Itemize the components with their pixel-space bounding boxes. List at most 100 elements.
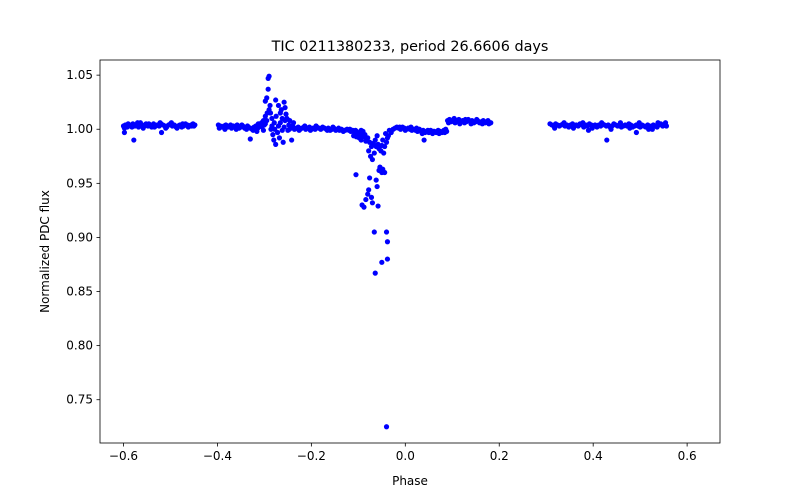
data-point xyxy=(352,127,359,133)
data-point xyxy=(369,200,376,206)
data-point xyxy=(382,130,389,137)
data-point xyxy=(419,130,425,137)
data-point xyxy=(445,120,452,126)
data-point xyxy=(265,86,271,92)
data-point xyxy=(341,127,347,133)
data-point xyxy=(282,105,288,111)
data-point xyxy=(158,129,165,136)
data-point xyxy=(121,129,128,136)
data-point xyxy=(188,123,195,129)
data-point xyxy=(262,98,268,104)
data-point xyxy=(636,120,642,126)
data-point xyxy=(254,128,260,135)
data-point xyxy=(371,150,377,156)
data-point xyxy=(222,126,228,132)
data-point xyxy=(146,121,152,127)
y-tick-label: 1.00 xyxy=(66,122,93,136)
data-point xyxy=(381,150,387,156)
data-point xyxy=(384,135,391,141)
data-point xyxy=(451,115,457,122)
data-point xyxy=(125,121,131,127)
data-point xyxy=(474,116,480,123)
data-point xyxy=(662,120,669,126)
data-point xyxy=(289,137,295,143)
data-point xyxy=(347,126,353,132)
data-point xyxy=(373,177,379,183)
data-point xyxy=(244,123,251,129)
data-point xyxy=(617,120,624,126)
data-point xyxy=(273,141,279,147)
data-point xyxy=(269,115,275,122)
data-point xyxy=(379,259,385,265)
data-point xyxy=(371,229,377,235)
y-tick-label: 0.90 xyxy=(66,230,93,244)
data-point xyxy=(382,143,388,150)
x-tick-label: −0.4 xyxy=(203,449,232,463)
data-point xyxy=(151,124,158,130)
data-point xyxy=(265,75,271,81)
data-point xyxy=(287,117,293,124)
data-point xyxy=(233,126,239,132)
data-point xyxy=(384,239,391,245)
data-points xyxy=(120,73,670,430)
data-point xyxy=(408,124,414,130)
data-point xyxy=(286,126,292,132)
data-point xyxy=(485,117,491,124)
data-point xyxy=(363,196,369,203)
data-point xyxy=(271,120,277,126)
data-point xyxy=(361,204,367,210)
y-tick-label: 0.85 xyxy=(66,285,93,299)
data-point xyxy=(633,129,639,136)
data-point xyxy=(260,127,267,133)
data-point xyxy=(383,229,390,235)
data-point xyxy=(281,99,287,105)
data-point xyxy=(273,97,279,103)
data-point xyxy=(366,148,372,154)
y-tick-label: 1.05 xyxy=(66,68,93,82)
y-axis-label: Normalized PDC flux xyxy=(38,190,52,313)
data-point xyxy=(270,132,276,138)
data-point xyxy=(275,123,282,129)
data-point xyxy=(457,121,463,127)
data-point xyxy=(375,203,381,209)
data-point xyxy=(275,102,282,109)
data-point xyxy=(239,122,245,128)
data-point xyxy=(131,137,137,143)
data-point xyxy=(599,120,605,126)
data-point xyxy=(580,120,586,126)
data-point xyxy=(280,139,286,145)
data-point xyxy=(227,122,234,128)
data-point xyxy=(608,126,614,132)
data-point xyxy=(140,125,146,131)
data-point xyxy=(372,270,378,276)
data-point xyxy=(368,194,375,200)
data-point xyxy=(134,120,141,126)
data-point xyxy=(361,134,367,140)
data-point xyxy=(283,111,289,117)
data-point xyxy=(370,140,376,146)
data-point xyxy=(278,107,284,113)
data-point xyxy=(374,133,380,139)
y-tick-label: 0.80 xyxy=(66,339,93,353)
data-point xyxy=(402,127,408,133)
data-point xyxy=(369,156,376,163)
data-point xyxy=(276,135,283,141)
y-tick-label: 0.75 xyxy=(66,393,93,407)
data-point xyxy=(313,123,319,129)
data-point xyxy=(436,130,442,137)
data-point xyxy=(462,116,469,123)
data-point xyxy=(180,121,186,127)
data-point xyxy=(273,113,279,119)
data-point xyxy=(377,164,383,170)
data-point xyxy=(281,124,287,130)
data-point xyxy=(570,125,577,131)
data-point xyxy=(168,120,174,126)
x-axis-ticks: −0.6 −0.4 −0.2 0.0 0.2 0.4 0.6 xyxy=(109,443,697,463)
data-point xyxy=(264,117,270,124)
data-point xyxy=(296,127,302,133)
data-point xyxy=(324,127,330,133)
data-point xyxy=(413,125,420,131)
data-point xyxy=(468,121,474,127)
data-point xyxy=(367,175,373,181)
